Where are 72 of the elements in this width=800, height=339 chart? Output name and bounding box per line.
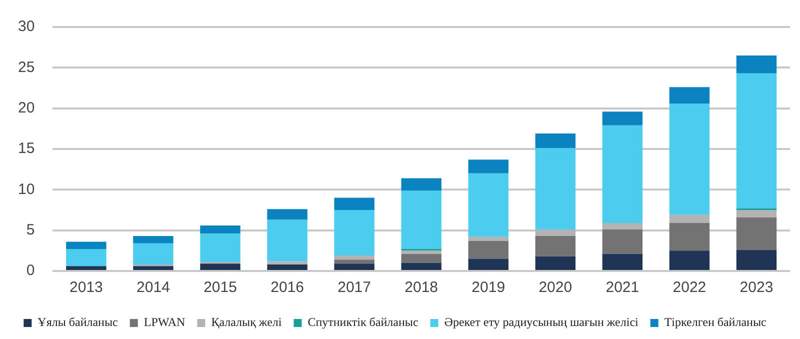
bar [468, 240, 508, 259]
bar [66, 242, 106, 250]
bar [468, 258, 508, 270]
bar [602, 254, 643, 270]
bar [267, 209, 308, 220]
bar [334, 198, 374, 210]
y-tick-label: 5 [26, 221, 35, 238]
bar [334, 256, 374, 260]
bar [602, 125, 643, 224]
y-tick-label: 30 [18, 18, 35, 36]
bar [602, 230, 643, 254]
legend-label: Тіркелген байланыс [664, 315, 766, 330]
bar [602, 223, 643, 230]
bar [535, 148, 576, 230]
y-tick-label: 20 [18, 99, 35, 116]
y-tick-label: 10 [18, 180, 35, 198]
y-tick-label: 15 [18, 140, 35, 158]
x-tick-label: 2021 [606, 279, 640, 296]
x-tick-label: 2015 [204, 279, 237, 296]
x-tick-label: 2013 [70, 279, 103, 296]
bar [401, 262, 442, 270]
x-tick-label: 2019 [472, 279, 506, 296]
bar [66, 266, 106, 270]
bar [535, 256, 576, 270]
bar [334, 210, 374, 256]
bar [669, 250, 710, 270]
bar [401, 190, 442, 250]
bar [602, 112, 643, 126]
bar [736, 210, 777, 218]
bar [401, 178, 442, 190]
legend-label: Әрекет ету радиусының шағын желісі [444, 315, 640, 330]
x-tick-label: 2017 [338, 279, 371, 296]
bar [468, 160, 508, 174]
bar [334, 264, 374, 270]
bar [535, 134, 576, 148]
x-tick-label: 2022 [672, 279, 706, 296]
bar [468, 236, 508, 241]
bar [267, 261, 308, 264]
bar [736, 217, 777, 250]
bar [200, 264, 240, 270]
bar [133, 236, 174, 244]
x-tick-label: 2023 [740, 279, 774, 296]
bar [133, 243, 174, 264]
bar [200, 234, 240, 262]
bar [736, 55, 777, 74]
y-tick-label: 0 [26, 262, 35, 280]
bar [669, 214, 710, 224]
bar [736, 250, 777, 270]
bar [267, 264, 308, 270]
legend-label: Қалалық желі [211, 315, 282, 330]
y-tick-label: 25 [18, 58, 35, 76]
x-tick-label: 2014 [136, 279, 170, 296]
bar [669, 103, 710, 215]
legend-label: Ұялы байланыс [38, 315, 118, 330]
bar [334, 260, 374, 264]
bar [468, 173, 508, 237]
x-tick-label: 2020 [538, 279, 572, 296]
bar [736, 73, 777, 208]
bar [401, 250, 442, 254]
legend-label: LPWAN [144, 315, 186, 330]
bar [133, 266, 174, 270]
bar [66, 249, 106, 266]
bar [669, 223, 710, 251]
legend-label: Спутниктік байланыс [308, 315, 418, 330]
bar [535, 236, 576, 256]
bar [535, 230, 576, 236]
bar [200, 225, 240, 234]
x-tick-label: 2018 [404, 279, 438, 296]
bar [669, 87, 710, 104]
bar [267, 220, 308, 262]
bar [401, 254, 442, 263]
x-tick-label: 2016 [270, 279, 304, 296]
